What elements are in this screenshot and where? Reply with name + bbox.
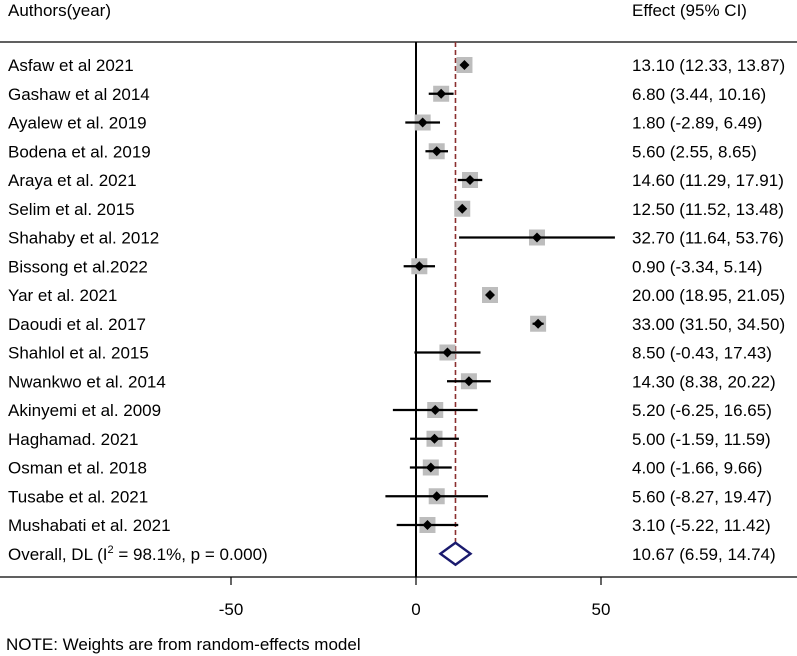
study-row: Nwankwo et al. 2014 14.30 (8.38, 20.22) bbox=[8, 372, 776, 391]
overall-label-suffix: = 98.1%, p = 0.000) bbox=[114, 545, 268, 564]
effect-ci: 1.80 (-2.89, 6.49) bbox=[632, 114, 762, 133]
point-estimate bbox=[422, 520, 433, 530]
study-label: Osman et al. 2018 bbox=[8, 459, 147, 478]
overall-label: Overall, DL (I2 = 98.1%, p = 0.000) bbox=[8, 544, 268, 564]
point-estimate bbox=[463, 376, 474, 387]
point-estimate bbox=[531, 232, 542, 243]
effect-ci: 5.00 (-1.59, 11.59) bbox=[632, 430, 771, 449]
study-row: Selim et al. 2015 12.50 (11.52, 13.48) bbox=[8, 200, 784, 219]
study-label: Bissong et al.2022 bbox=[8, 257, 148, 276]
point-estimate bbox=[457, 203, 468, 214]
study-label: Bodena et al. 2019 bbox=[8, 142, 151, 161]
effect-ci: 33.00 (31.50, 34.50) bbox=[632, 315, 785, 334]
point-estimate bbox=[414, 261, 425, 272]
effect-ci: 5.20 (-6.25, 16.65) bbox=[632, 401, 772, 420]
study-row: Daoudi et al. 2017 33.00 (31.50, 34.50) bbox=[8, 315, 785, 334]
overall-label-superscript: 2 bbox=[108, 544, 114, 556]
overall-effect-ci: 10.67 (6.59, 14.74) bbox=[632, 545, 776, 564]
study-label: Shahaby et al. 2012 bbox=[8, 229, 159, 248]
point-estimate bbox=[425, 462, 436, 473]
study-row: Yar et al. 2021 20.00 (18.95, 21.05) bbox=[8, 286, 785, 305]
study-row: Shahaby et al. 2012 32.70 (11.64, 53.76) bbox=[8, 229, 784, 248]
study-row: Asfaw et al 2021 13.10 (12.33, 13.87) bbox=[8, 56, 785, 75]
study-label: Mushabati et al. 2021 bbox=[8, 516, 171, 535]
study-label: Ayalew et al. 2019 bbox=[8, 114, 147, 133]
study-label: Haghamad. 2021 bbox=[8, 430, 138, 449]
effect-ci: 6.80 (3.44, 10.16) bbox=[632, 85, 766, 104]
header-authors: Authors(year) bbox=[8, 1, 111, 20]
effect-ci: 5.60 (-8.27, 19.47) bbox=[632, 487, 772, 506]
study-row: Akinyemi et al. 2009 5.20 (-6.25, 16.65) bbox=[8, 401, 772, 420]
point-estimate bbox=[431, 146, 442, 157]
effect-ci: 14.30 (8.38, 20.22) bbox=[632, 372, 776, 391]
point-estimate bbox=[417, 117, 428, 128]
study-row: Haghamad. 2021 5.00 (-1.59, 11.59) bbox=[8, 430, 771, 449]
x-tick-label: 0 bbox=[411, 600, 420, 619]
point-estimate bbox=[431, 491, 442, 502]
effect-ci: 8.50 (-0.43, 17.43) bbox=[632, 344, 772, 363]
point-estimate bbox=[429, 433, 440, 444]
study-label: Gashaw et al 2014 bbox=[8, 85, 150, 104]
footnote: NOTE: Weights are from random-effects mo… bbox=[6, 635, 361, 654]
effect-ci: 3.10 (-5.22, 11.42) bbox=[632, 516, 771, 535]
point-estimate bbox=[436, 88, 447, 99]
study-label: Nwankwo et al. 2014 bbox=[8, 372, 166, 391]
study-row: Osman et al. 2018 4.00 (-1.66, 9.66) bbox=[8, 459, 762, 478]
study-row: Gashaw et al 2014 6.80 (3.44, 10.16) bbox=[8, 85, 766, 104]
point-estimate bbox=[430, 405, 441, 415]
overall-diamond bbox=[438, 541, 473, 567]
study-label: Tusabe et al. 2021 bbox=[8, 487, 148, 506]
point-estimate bbox=[465, 175, 476, 185]
point-estimate bbox=[459, 60, 470, 70]
study-label: Selim et al. 2015 bbox=[8, 200, 135, 219]
effect-ci: 12.50 (11.52, 13.48) bbox=[632, 200, 784, 219]
study-rows: Asfaw et al 2021 13.10 (12.33, 13.87) Gash… bbox=[8, 56, 785, 535]
study-row: Bodena et al. 2019 5.60 (2.55, 8.65) bbox=[8, 142, 757, 161]
effect-ci: 13.10 (12.33, 13.87) bbox=[632, 56, 785, 75]
effect-ci: 5.60 (2.55, 8.65) bbox=[632, 142, 757, 161]
study-label: Daoudi et al. 2017 bbox=[8, 315, 146, 334]
study-row: Bissong et al.2022 0.90 (-3.34, 5.14) bbox=[8, 257, 762, 276]
effect-ci: 4.00 (-1.66, 9.66) bbox=[632, 459, 762, 478]
study-row: Mushabati et al. 2021 3.10 (-5.22, 11.42) bbox=[8, 516, 771, 535]
effect-ci: 20.00 (18.95, 21.05) bbox=[632, 286, 785, 305]
study-label: Araya et al. 2021 bbox=[8, 171, 137, 190]
header-effect-ci: Effect (95% CI) bbox=[632, 1, 747, 20]
study-label: Shahlol et al. 2015 bbox=[8, 344, 149, 363]
effect-ci: 32.70 (11.64, 53.76) bbox=[632, 229, 784, 248]
study-row: Tusabe et al. 2021 5.60 (-8.27, 19.47) bbox=[8, 487, 772, 506]
point-estimate bbox=[533, 318, 544, 329]
x-axis-ticks: -50 0 50 bbox=[219, 577, 611, 619]
effect-ci: 14.60 (11.29, 17.91) bbox=[632, 171, 784, 190]
x-tick-label: -50 bbox=[219, 600, 244, 619]
point-estimate bbox=[485, 290, 495, 300]
overall-label-prefix: Overall, DL (I bbox=[8, 545, 108, 564]
study-label: Asfaw et al 2021 bbox=[8, 56, 134, 75]
x-tick-label: 50 bbox=[592, 600, 611, 619]
study-row: Ayalew et al. 2019 1.80 (-2.89, 6.49) bbox=[8, 114, 762, 133]
point-estimate bbox=[442, 347, 453, 358]
study-label: Yar et al. 2021 bbox=[8, 286, 117, 305]
overall-row: Overall, DL (I2 = 98.1%, p = 0.000) 10.6… bbox=[8, 541, 776, 567]
study-row: Shahlol et al. 2015 8.50 (-0.43, 17.43) bbox=[8, 344, 772, 363]
study-row: Araya et al. 2021 14.60 (11.29, 17.91) bbox=[8, 171, 784, 190]
study-label: Akinyemi et al. 2009 bbox=[8, 401, 161, 420]
effect-ci: 0.90 (-3.34, 5.14) bbox=[632, 257, 762, 276]
